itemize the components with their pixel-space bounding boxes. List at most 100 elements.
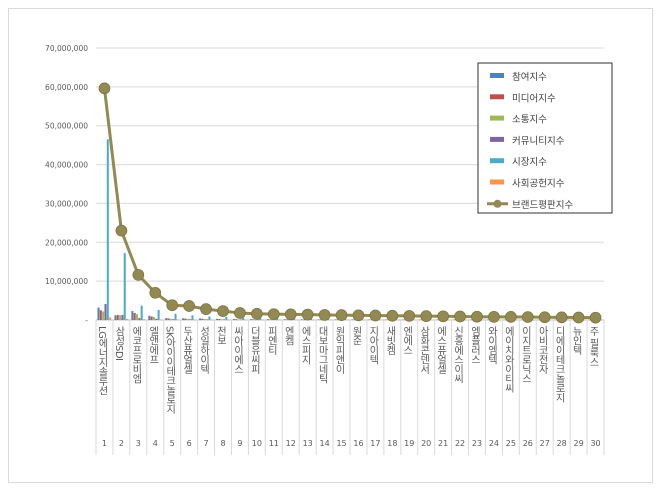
bar-커뮤니티지수 bbox=[223, 319, 226, 320]
bar-미디어지수 bbox=[303, 319, 306, 320]
category-index: 30 bbox=[590, 439, 600, 448]
bar-시장지수 bbox=[140, 305, 143, 320]
legend-label: 사회공헌지수 bbox=[512, 179, 565, 190]
line-point bbox=[437, 310, 449, 323]
line-point bbox=[403, 310, 416, 322]
bar-참여지수 bbox=[216, 318, 219, 320]
line-point bbox=[267, 308, 280, 321]
bar-시장지수 bbox=[174, 313, 177, 320]
category-index: 3 bbox=[136, 439, 141, 448]
bar-미디어지수 bbox=[286, 319, 289, 320]
legend-swatch bbox=[490, 73, 504, 78]
category-index: 8 bbox=[220, 439, 225, 448]
line-point bbox=[284, 308, 297, 321]
bar-소통지수 bbox=[186, 318, 189, 320]
line-point bbox=[251, 307, 263, 320]
bar-참여지수 bbox=[165, 318, 168, 320]
line-point bbox=[335, 309, 348, 321]
y-tick-label: 30,000,000 bbox=[45, 199, 88, 208]
y-tick-label: 50,000,000 bbox=[45, 122, 88, 131]
line-point bbox=[217, 305, 229, 317]
legend-marker bbox=[493, 199, 502, 208]
category-label: 원준 bbox=[350, 326, 362, 346]
legend-label: 참여지수 bbox=[512, 71, 547, 83]
bar-미디어지수 bbox=[150, 316, 153, 320]
category-index: 1 bbox=[102, 439, 107, 448]
legend-label: 커뮤니티지수 bbox=[512, 136, 565, 147]
category-label: 더블유씨피 bbox=[248, 326, 260, 375]
category-index: 28 bbox=[557, 439, 567, 448]
y-tick-label: 10,000,000 bbox=[45, 277, 88, 286]
category-label: 삼화콘덴서 bbox=[418, 326, 430, 375]
bar-소통지수 bbox=[102, 311, 105, 320]
bar-참여지수 bbox=[148, 315, 151, 320]
legend-label: 브랜드평판지수 bbox=[512, 200, 573, 211]
legend-swatch bbox=[490, 94, 504, 100]
bar-사회공헌지수 bbox=[142, 319, 145, 320]
bar-참여지수 bbox=[283, 319, 286, 320]
category-label: 성일하이텍 bbox=[198, 326, 210, 375]
bar-소통지수 bbox=[220, 319, 223, 320]
category-index: 24 bbox=[489, 439, 499, 448]
bar-소통지수 bbox=[203, 319, 206, 320]
line-point bbox=[200, 303, 212, 315]
category-label: 이지트로닉스 bbox=[519, 326, 531, 383]
bar-참여지수 bbox=[351, 319, 354, 320]
bar-커뮤니티지수 bbox=[155, 318, 158, 320]
line-point bbox=[183, 300, 195, 312]
category-label: 와이엠텍 bbox=[485, 326, 497, 366]
y-tick-label: 40,000,000 bbox=[45, 161, 88, 170]
bar-시장지수 bbox=[208, 316, 211, 320]
bar-미디어지수 bbox=[116, 314, 119, 320]
bar-커뮤니티지수 bbox=[172, 319, 175, 320]
category-label: 주 필룩스 bbox=[587, 326, 599, 367]
category-label: 에스피지 bbox=[299, 326, 311, 366]
category-label: 두산퓨얼셀 bbox=[181, 326, 193, 374]
category-label: 엔에스 bbox=[401, 326, 413, 355]
category-index: 15 bbox=[336, 439, 346, 448]
line-point bbox=[555, 311, 568, 324]
bar-소통지수 bbox=[237, 319, 240, 320]
bar-시장지수 bbox=[242, 317, 245, 320]
bar-시장지수 bbox=[225, 316, 228, 320]
line-point bbox=[166, 299, 179, 312]
bar-미디어지수 bbox=[133, 313, 136, 320]
bar-소통지수 bbox=[169, 318, 172, 320]
y-tick-label: - bbox=[85, 316, 88, 325]
bar-참여지수 bbox=[317, 319, 320, 320]
bar-커뮤니티지수 bbox=[189, 319, 192, 320]
line-point bbox=[234, 307, 246, 319]
bar-소통지수 bbox=[119, 315, 122, 320]
bar-시장지수 bbox=[191, 315, 194, 320]
category-index: 25 bbox=[506, 439, 516, 448]
category-index: 6 bbox=[187, 439, 192, 448]
bar-소통지수 bbox=[152, 316, 155, 320]
category-label: 피엔티 bbox=[265, 326, 277, 356]
legend-swatch bbox=[490, 136, 504, 142]
bar-참여지수 bbox=[131, 311, 134, 320]
line-point bbox=[521, 311, 534, 323]
line-point bbox=[420, 310, 433, 322]
category-index: 23 bbox=[472, 439, 482, 448]
category-index: 18 bbox=[387, 439, 397, 448]
category-label: SK아이이테크놀로지 bbox=[164, 326, 176, 415]
bar-커뮤니티지수 bbox=[104, 304, 107, 320]
bar-커뮤니티지수 bbox=[138, 318, 141, 320]
line-point bbox=[386, 309, 399, 322]
bar-시장지수 bbox=[106, 139, 109, 320]
category-label: 엘앤에프 bbox=[147, 325, 159, 364]
bar-커뮤니티지수 bbox=[206, 319, 209, 320]
legend-swatch bbox=[490, 179, 504, 185]
category-label: 씨아이에스 bbox=[231, 326, 243, 374]
bar-미디어지수 bbox=[184, 318, 187, 320]
bar-미디어지수 bbox=[269, 319, 272, 320]
line-point bbox=[115, 224, 128, 237]
line-point bbox=[132, 269, 145, 281]
category-label: 삼성SDI bbox=[113, 326, 125, 361]
line-point bbox=[471, 310, 483, 323]
bar-참여지수 bbox=[300, 319, 303, 320]
category-label: 새빗켐 bbox=[384, 326, 396, 355]
y-tick-label: 70,000,000 bbox=[45, 44, 88, 53]
bar-시장지수 bbox=[123, 253, 126, 320]
bar-미디어지수 bbox=[218, 319, 221, 320]
